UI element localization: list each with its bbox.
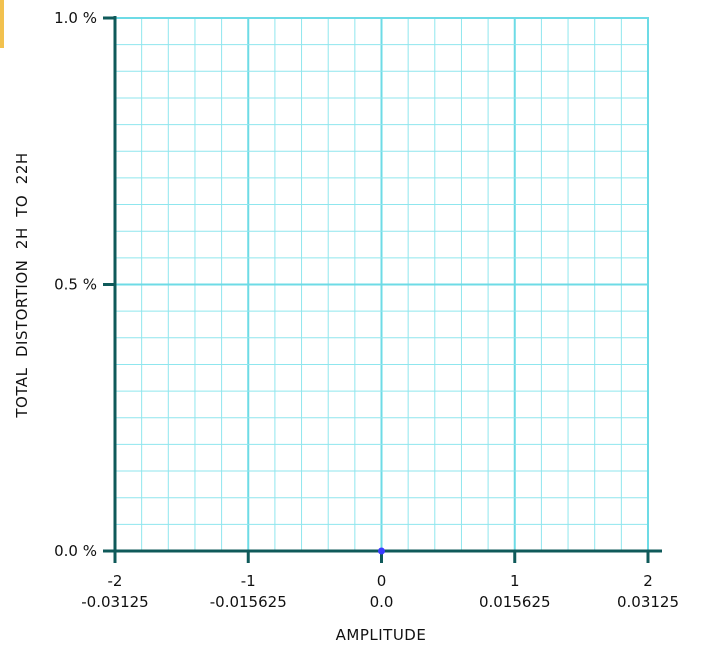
x-tick-label: 0	[377, 572, 387, 590]
x-tick-sublabel: 0.0	[370, 593, 394, 611]
y-tick-label: 0.0 %	[54, 542, 97, 560]
corner-accent-mark	[0, 0, 4, 48]
x-tick-sublabel: -0.03125	[81, 593, 148, 611]
tick-labels: -2 -0.03125 -1 -0.015625 0 0.0 1 0.015625 2 0.031…	[54, 9, 679, 611]
grid	[114, 17, 649, 552]
y-axis-title: TOTAL DISTORTION 2H TO 22H	[13, 152, 31, 418]
y-tick-label: 1.0 %	[54, 9, 97, 27]
x-tick-sublabel: 0.03125	[617, 593, 679, 611]
y-tick-label: 0.5 %	[54, 276, 97, 294]
x-tick-sublabel: 0.015625	[479, 593, 551, 611]
x-tick-sublabel: -0.015625	[210, 593, 287, 611]
axes	[103, 16, 662, 563]
x-tick-label: 1	[510, 572, 520, 590]
x-axis-title: AMPLITUDE	[336, 626, 427, 644]
x-tick-label: -2	[108, 572, 123, 590]
data-points	[378, 547, 385, 555]
x-tick-label: 2	[643, 572, 653, 590]
data-point	[378, 547, 385, 555]
x-tick-label: -1	[241, 572, 256, 590]
